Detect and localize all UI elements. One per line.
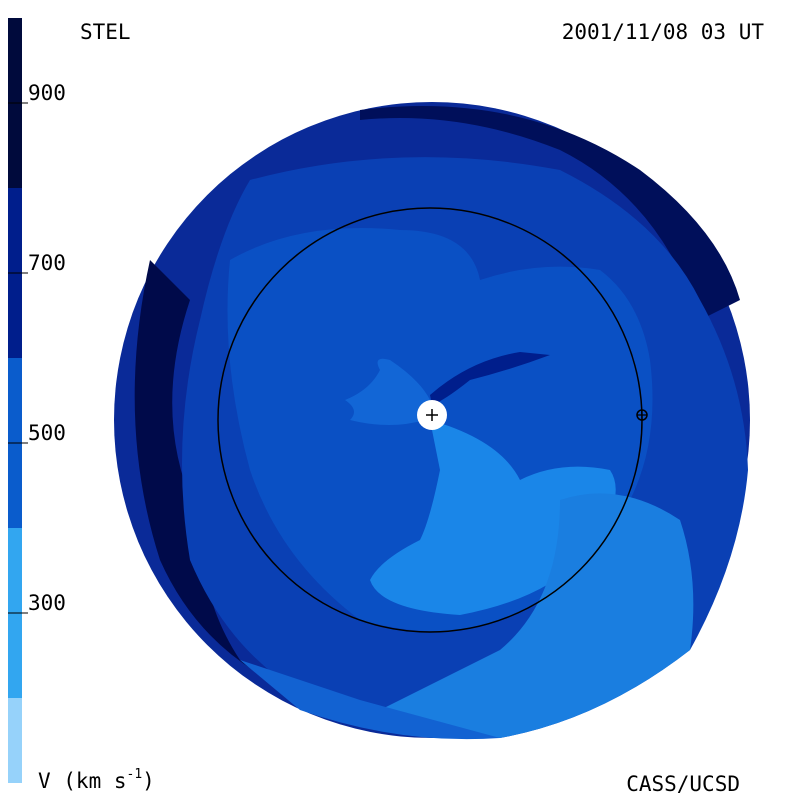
contour — [430, 352, 550, 405]
axis-label: V (km s-1) — [38, 767, 155, 794]
velocity-map — [114, 102, 750, 740]
axis-label-text: V (km s — [38, 769, 127, 793]
colorbar: 300 500 700 900 — [8, 18, 66, 783]
date: 2001/11/08 03 UT — [562, 20, 765, 44]
axis-label-superscript: -1 — [127, 767, 143, 782]
tick-label: 500 — [28, 421, 66, 445]
tick-label: 700 — [28, 251, 66, 275]
contour — [240, 660, 500, 740]
color-band — [8, 698, 22, 783]
contour — [134, 260, 290, 690]
contour — [345, 358, 430, 425]
tick-label: 900 — [28, 81, 66, 105]
contour — [360, 493, 694, 738]
sun-marker — [426, 409, 438, 421]
axis-label-suffix: ) — [142, 769, 155, 793]
tick-label: 300 — [28, 591, 66, 615]
earth-marker — [637, 410, 647, 420]
contour — [360, 106, 740, 320]
credit: CASS/UCSD — [626, 772, 740, 796]
title: STEL — [80, 20, 131, 44]
